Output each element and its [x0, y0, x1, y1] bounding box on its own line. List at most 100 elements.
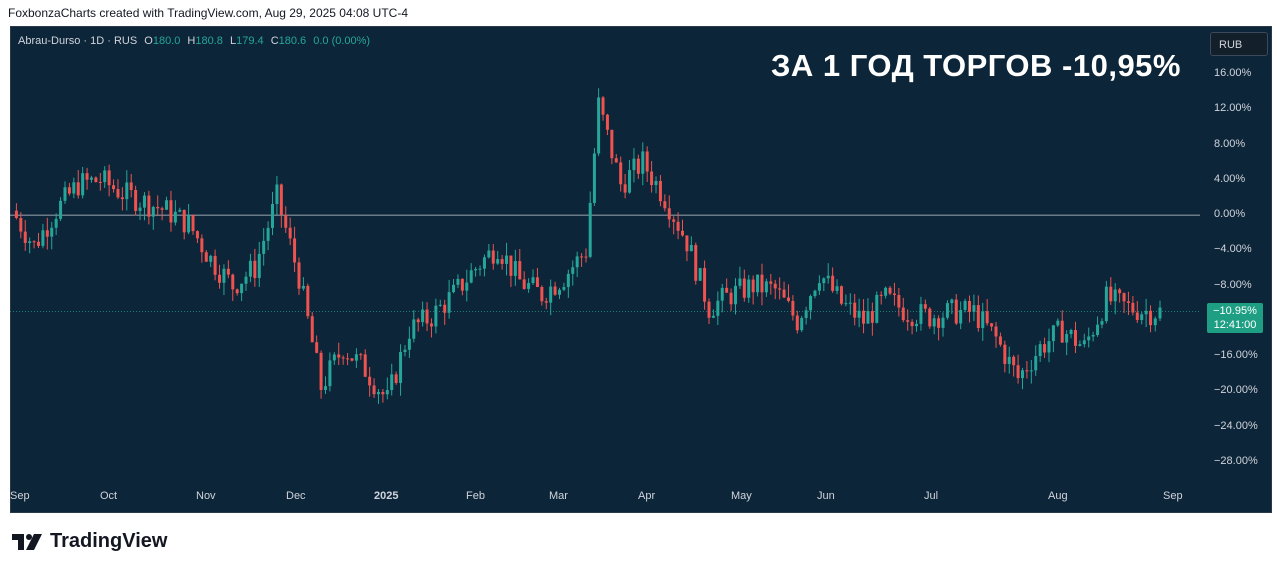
candle-body: [839, 286, 843, 304]
candle-body: [919, 304, 923, 324]
candle-body: [875, 294, 879, 323]
candle-body: [474, 268, 478, 271]
candle-body: [257, 253, 261, 279]
candle-body: [689, 245, 693, 252]
candle-body: [513, 261, 517, 276]
candle-body: [394, 374, 398, 384]
candle-body: [151, 206, 155, 217]
candle-body: [800, 318, 804, 331]
candle-body: [954, 299, 958, 324]
candle-body: [614, 158, 618, 163]
candle-body: [826, 275, 830, 279]
currency-button[interactable]: RUB: [1210, 32, 1268, 56]
candle-body: [518, 261, 522, 280]
candle-body: [416, 319, 420, 323]
candle-body: [469, 270, 473, 283]
candle-body: [981, 311, 985, 329]
candle-body: [496, 259, 500, 264]
candle-body: [1069, 330, 1073, 335]
candle-body: [399, 352, 403, 384]
candle-body: [182, 209, 186, 233]
x-tick-label: Oct: [100, 490, 118, 502]
candle-body: [200, 238, 204, 253]
candle-body: [1135, 312, 1139, 320]
candle-body: [284, 214, 288, 228]
bar-countdown: 12:41:00: [1213, 319, 1257, 331]
candle-body: [226, 268, 230, 275]
candle-body: [540, 287, 544, 302]
low-label: L: [229, 35, 237, 47]
candle-body: [915, 323, 919, 327]
candle-body: [862, 310, 866, 324]
y-tick-label: −16.00%: [1214, 349, 1258, 362]
candle-body: [963, 300, 967, 310]
chart-panel[interactable]: [10, 26, 1272, 513]
candle-body: [1034, 356, 1038, 371]
candle-body: [1144, 310, 1148, 315]
candle-body: [505, 255, 509, 264]
candle-body: [293, 238, 297, 263]
candle-body: [1007, 356, 1011, 364]
candle-body: [857, 310, 861, 318]
candle-body: [972, 305, 976, 312]
candle-body: [786, 297, 790, 301]
candle-body: [998, 336, 1002, 345]
candle-body: [231, 274, 235, 290]
candle-body: [438, 304, 442, 306]
candle-body: [628, 170, 632, 193]
candle-body: [1140, 314, 1144, 320]
candle-body: [990, 323, 994, 327]
candle-body: [1020, 370, 1024, 379]
y-tick-label: −24.00%: [1214, 419, 1258, 432]
candle-body: [592, 153, 596, 203]
candle-body: [1149, 310, 1153, 326]
candle-body: [985, 311, 989, 324]
x-tick-label: Mar: [549, 490, 568, 502]
tradingview-logo[interactable]: TradingView: [12, 530, 167, 553]
candle-body: [932, 318, 936, 327]
candle-body: [116, 189, 120, 198]
candle-body: [491, 250, 495, 264]
candle-body: [672, 219, 676, 222]
x-tick-label: May: [731, 490, 752, 502]
candle-body: [1051, 325, 1055, 342]
candle-body: [1104, 286, 1108, 322]
candle-body: [36, 241, 40, 246]
candle-body: [725, 287, 729, 293]
candle-body: [751, 279, 755, 293]
candle-body: [368, 376, 372, 386]
candle-body: [275, 184, 279, 204]
candle-body: [337, 354, 341, 358]
candle-body: [549, 286, 553, 303]
candle-body: [341, 357, 345, 359]
candle-body: [773, 283, 777, 289]
candle-body: [429, 323, 433, 327]
candle-body: [204, 252, 208, 262]
candle-body: [747, 279, 751, 298]
candle-body: [319, 352, 323, 390]
candle-body: [301, 285, 305, 289]
candle-body: [350, 358, 354, 361]
low-value: 179.4: [236, 35, 264, 47]
candlestick-plot[interactable]: [10, 26, 1205, 511]
candle-body: [129, 182, 133, 191]
candle-body: [897, 295, 901, 308]
candle-body: [372, 385, 376, 395]
candle-body: [601, 97, 605, 115]
candle-body: [1096, 324, 1100, 335]
candle-body: [359, 354, 363, 356]
candle-body: [544, 301, 548, 303]
last-price-tag: −10.95% 12:41:00: [1207, 303, 1263, 333]
candle-body: [733, 285, 737, 305]
candle-body: [456, 278, 460, 285]
candle-body: [1038, 344, 1042, 357]
candle-body: [1012, 356, 1016, 366]
candle-body: [866, 311, 870, 324]
candle-body: [23, 231, 27, 243]
open-label: O: [144, 35, 153, 47]
candle-body: [59, 200, 63, 219]
candle-body: [50, 227, 54, 237]
candle-body: [720, 287, 724, 301]
y-tick-label: 4.00%: [1214, 172, 1246, 185]
candle-body: [94, 177, 98, 183]
